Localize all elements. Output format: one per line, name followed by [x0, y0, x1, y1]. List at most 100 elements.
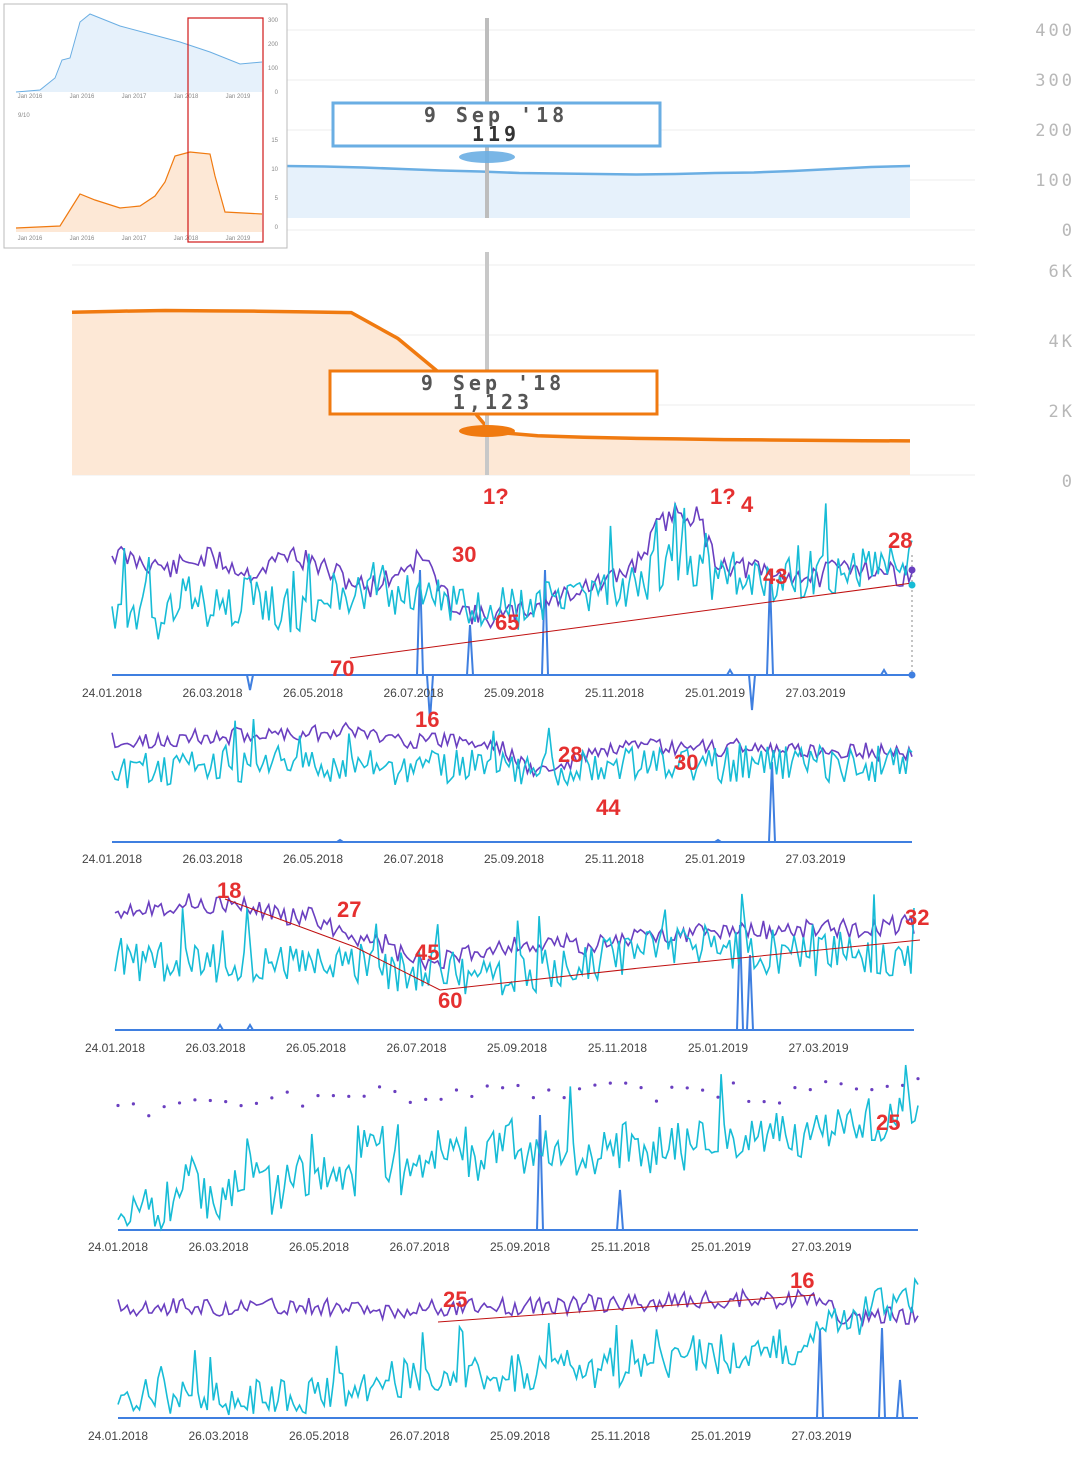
x-tick-label: 25.09.2018: [490, 1429, 550, 1443]
x-tick-label: 25.09.2018: [484, 852, 544, 866]
purple-point: [285, 1090, 289, 1094]
annotation-label: 27: [337, 897, 361, 922]
x-tick-label: 26.05.2018: [289, 1429, 349, 1443]
baseline-spike: [880, 668, 888, 676]
purple-point: [208, 1098, 212, 1103]
purple-point: [147, 1114, 151, 1118]
cyan-series: [111, 502, 913, 640]
baseline-spike: [216, 1023, 224, 1031]
purple-point: [177, 1101, 182, 1105]
x-tick-label: 24.01.2018: [82, 852, 142, 866]
purple-point: [439, 1097, 443, 1101]
annotation-label: 1?: [710, 484, 736, 509]
purple-point: [577, 1087, 582, 1091]
purple-point: [885, 1084, 889, 1088]
annotation-label: 65: [495, 610, 519, 635]
x-tick-label: 26.05.2018: [289, 1240, 349, 1254]
cyan-series: [117, 1064, 919, 1232]
annotation-label: 28: [888, 528, 912, 553]
baseline-spike: [878, 1327, 886, 1419]
end-point-cyan: [908, 581, 916, 589]
x-tick-label: 27.03.2019: [785, 852, 845, 866]
inset-x-label: Jan 2019: [226, 236, 251, 242]
y-tick-label: 4K: [1049, 332, 1075, 352]
x-tick-label: 24.01.2018: [85, 1041, 145, 1055]
purple-point: [762, 1100, 766, 1104]
purple-point: [747, 1099, 751, 1104]
x-tick-label: 25.01.2019: [691, 1240, 751, 1254]
inset-x-label: Jan 2016: [18, 94, 43, 100]
purple-point: [639, 1086, 643, 1090]
x-tick-label: 25.01.2019: [691, 1429, 751, 1443]
purple-point: [670, 1085, 674, 1089]
x-tick-label: 25.09.2018: [487, 1041, 547, 1055]
annotation-label: 43: [763, 564, 787, 589]
purple-point: [608, 1081, 612, 1085]
x-tick-label: 24.01.2018: [88, 1240, 148, 1254]
x-tick-label: 25.01.2019: [688, 1041, 748, 1055]
hover-point: [459, 425, 515, 437]
inset-x-label: Jan 2017: [122, 236, 147, 242]
annotation-label: 45: [415, 940, 439, 965]
inset-y-label: 0: [275, 90, 279, 96]
inset-bottom-line: [15, 151, 263, 229]
purple-point: [501, 1086, 505, 1090]
purple-point: [547, 1088, 551, 1092]
purple-point: [562, 1096, 566, 1100]
purple-point: [793, 1086, 797, 1090]
tooltip-date: 9 Sep '18: [424, 103, 568, 127]
inset-x-label: Jan 2016: [18, 236, 43, 242]
cyan-series: [117, 1276, 919, 1416]
inset-y-label: 10: [271, 167, 278, 173]
y-tick-label: 200: [1035, 121, 1075, 141]
annotation-label: 44: [596, 795, 621, 820]
x-tick-label: 25.09.2018: [490, 1240, 550, 1254]
x-tick-label: 25.11.2018: [585, 852, 644, 866]
line-chart-4: 24.01.2018 26.03.2018 26.05.2018 26.07.2018…: [88, 1064, 920, 1254]
purple-point: [916, 1077, 920, 1081]
baseline-spike: [536, 1114, 544, 1231]
inset-x-label: Jan 2016: [70, 94, 95, 100]
x-tick-label: 26.07.2018: [386, 1041, 446, 1055]
annotation-label: 25: [443, 1287, 467, 1312]
baseline-spike: [726, 668, 734, 676]
x-tick-label: 25.11.2018: [591, 1240, 650, 1254]
x-tick-label: 27.03.2019: [791, 1240, 851, 1254]
y-tick-label: 6K: [1049, 262, 1075, 282]
purple-point: [393, 1089, 397, 1094]
orange-area: [72, 310, 910, 475]
purple-point: [116, 1103, 120, 1108]
purple-point: [270, 1096, 274, 1100]
annotation-label: 70: [330, 656, 354, 681]
purple-point: [870, 1088, 874, 1092]
annotation-label: 28: [558, 742, 582, 767]
hover-point: [459, 151, 515, 163]
baseline-spike: [748, 674, 756, 711]
inset-y-label: 100: [268, 66, 279, 72]
y-tick-label: 300: [1035, 71, 1075, 91]
annotation-label: 18: [217, 878, 241, 903]
x-tick-label: 24.01.2018: [82, 686, 142, 700]
inset-bottom-area: [16, 152, 262, 232]
inset-top-line: [15, 13, 263, 93]
x-tick-label: 25.11.2018: [585, 686, 644, 700]
baseline-spike: [816, 1329, 824, 1419]
x-tick-label: 26.07.2018: [383, 852, 443, 866]
purple-point: [408, 1100, 412, 1105]
x-tick-label: 24.01.2018: [88, 1429, 148, 1443]
tooltip-box: [331, 101, 662, 148]
baseline-spike: [896, 1379, 904, 1419]
purple-point: [624, 1081, 628, 1085]
x-tick-label: 25.11.2018: [591, 1429, 650, 1443]
x-tick-label: 27.03.2019: [785, 686, 845, 700]
y-tick-label: 100: [1035, 171, 1075, 191]
tooltip-value: 1,123: [453, 390, 533, 414]
x-tick-label: 25.01.2019: [685, 686, 745, 700]
x-tick-label: 26.03.2018: [182, 852, 242, 866]
inset-legend: 9/10: [18, 113, 30, 119]
purple-point: [716, 1095, 720, 1099]
tooltip-box: [328, 369, 659, 416]
baseline-spike: [616, 1189, 624, 1231]
